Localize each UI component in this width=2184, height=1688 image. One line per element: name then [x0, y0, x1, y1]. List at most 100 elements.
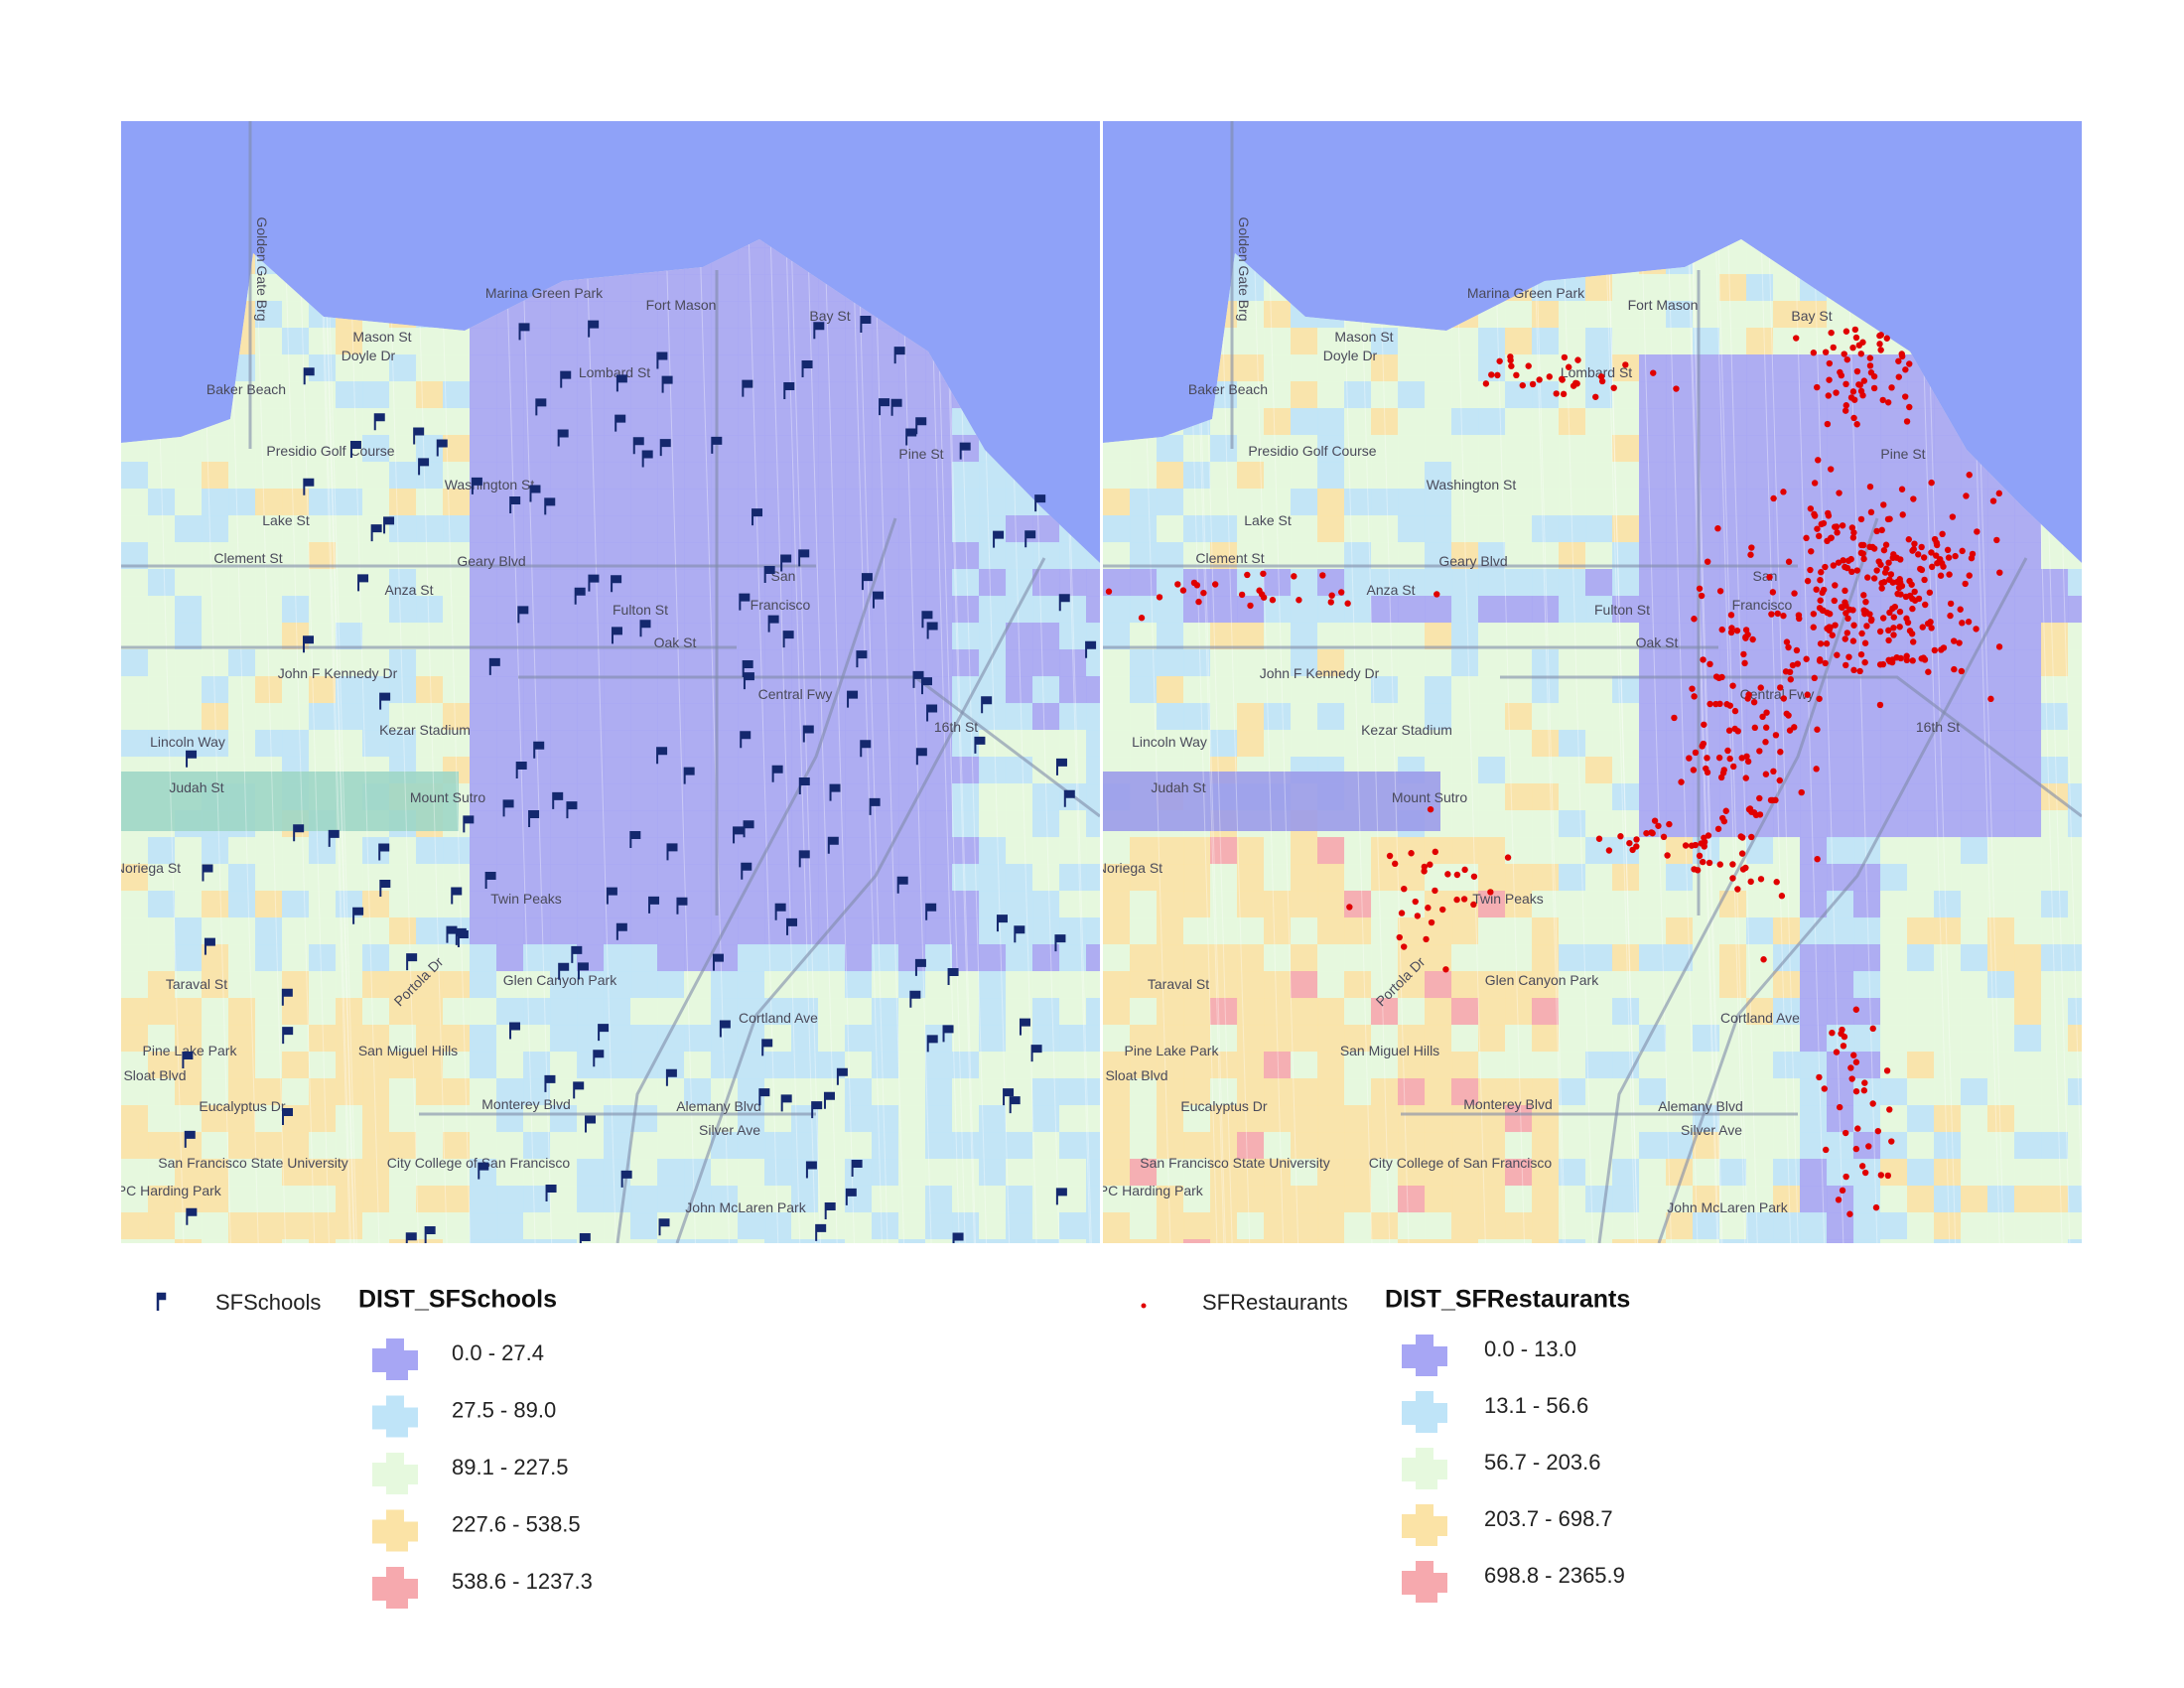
block [255, 328, 283, 355]
restaurant-dot [1729, 682, 1736, 689]
block [1532, 1132, 1560, 1160]
block [1210, 998, 1238, 1026]
block [1827, 971, 1854, 999]
block [148, 515, 176, 543]
street [1341, 239, 1373, 1243]
block [1344, 676, 1372, 704]
block [202, 596, 229, 624]
block [925, 1159, 953, 1187]
school-flag [574, 587, 586, 605]
block [336, 998, 363, 1026]
block [175, 515, 203, 543]
block [121, 1159, 149, 1187]
restaurant-dot [1846, 1210, 1853, 1217]
block [604, 489, 631, 516]
block [791, 515, 819, 543]
block [523, 917, 551, 945]
block [2014, 1025, 2042, 1053]
restaurant-dot [1879, 615, 1887, 622]
block [711, 381, 739, 409]
restaurant-dot [1814, 383, 1821, 391]
school-flag [1055, 1188, 1067, 1205]
block [684, 1105, 712, 1133]
block [657, 757, 685, 784]
street [823, 239, 855, 1243]
block [1907, 917, 1935, 945]
block [738, 1159, 765, 1187]
school-flag [802, 725, 814, 743]
block [1532, 649, 1560, 677]
legend-swatch [1402, 1504, 1447, 1546]
restaurant-dot [1844, 615, 1851, 623]
map-label: Oak St [1636, 634, 1679, 650]
restaurant-dot [1945, 554, 1953, 561]
block [979, 891, 1007, 918]
block [1880, 408, 1908, 436]
restaurant-dot [1810, 350, 1818, 356]
block [389, 864, 417, 892]
map-label: TPC Harding Park [108, 1183, 222, 1198]
block [952, 1025, 980, 1053]
map-label: Geary Blvd [1438, 553, 1507, 569]
block [1425, 1159, 1452, 1187]
block [1210, 1025, 1238, 1053]
block [684, 623, 712, 650]
block [1532, 301, 1560, 329]
block [1585, 1078, 1613, 1106]
map-label: Mount Sutro [1392, 789, 1467, 805]
block [1086, 944, 1100, 972]
block [121, 1078, 149, 1106]
block [1183, 944, 1211, 972]
block [550, 703, 578, 731]
block [764, 1132, 792, 1160]
map-label: Francisco [751, 597, 811, 613]
block [1559, 1025, 1586, 1053]
block [604, 703, 631, 731]
block [1773, 837, 1801, 865]
block [1006, 864, 1033, 892]
street [388, 239, 420, 1243]
block [362, 891, 390, 918]
block [1934, 944, 1962, 972]
block [1183, 998, 1211, 1026]
block [1371, 328, 1399, 355]
block [1237, 515, 1265, 543]
block [711, 354, 739, 382]
block [1505, 328, 1533, 355]
restaurant-dot [1940, 644, 1948, 651]
block [1451, 944, 1479, 972]
block [1612, 810, 1640, 838]
block [523, 1025, 551, 1053]
restaurant-dot [1525, 362, 1532, 369]
block [1505, 1132, 1533, 1160]
block [2041, 864, 2069, 892]
block [1559, 730, 1586, 758]
block [684, 998, 712, 1026]
block [1559, 1105, 1586, 1133]
block [202, 1052, 229, 1079]
restaurant-dot [1519, 381, 1526, 389]
block [1773, 462, 1801, 490]
restaurant-dot [1886, 1106, 1893, 1113]
street [1533, 239, 1565, 1243]
block [1800, 1105, 1828, 1133]
map-label: Fort Mason [1628, 297, 1699, 313]
street [1726, 239, 1758, 1243]
street [748, 239, 779, 1243]
block [443, 1025, 471, 1053]
restaurant-dot [1910, 638, 1917, 645]
block [1666, 891, 1694, 918]
block [1157, 837, 1184, 865]
block [1086, 1025, 1100, 1053]
block [523, 462, 551, 490]
block [684, 301, 712, 329]
block [550, 596, 578, 624]
school-flag [186, 1207, 198, 1225]
block [925, 917, 953, 945]
restaurant-dot [1843, 380, 1849, 388]
block [845, 381, 873, 409]
map-label: Pine Lake Park [143, 1043, 238, 1058]
block [1183, 435, 1211, 463]
block [255, 891, 283, 918]
